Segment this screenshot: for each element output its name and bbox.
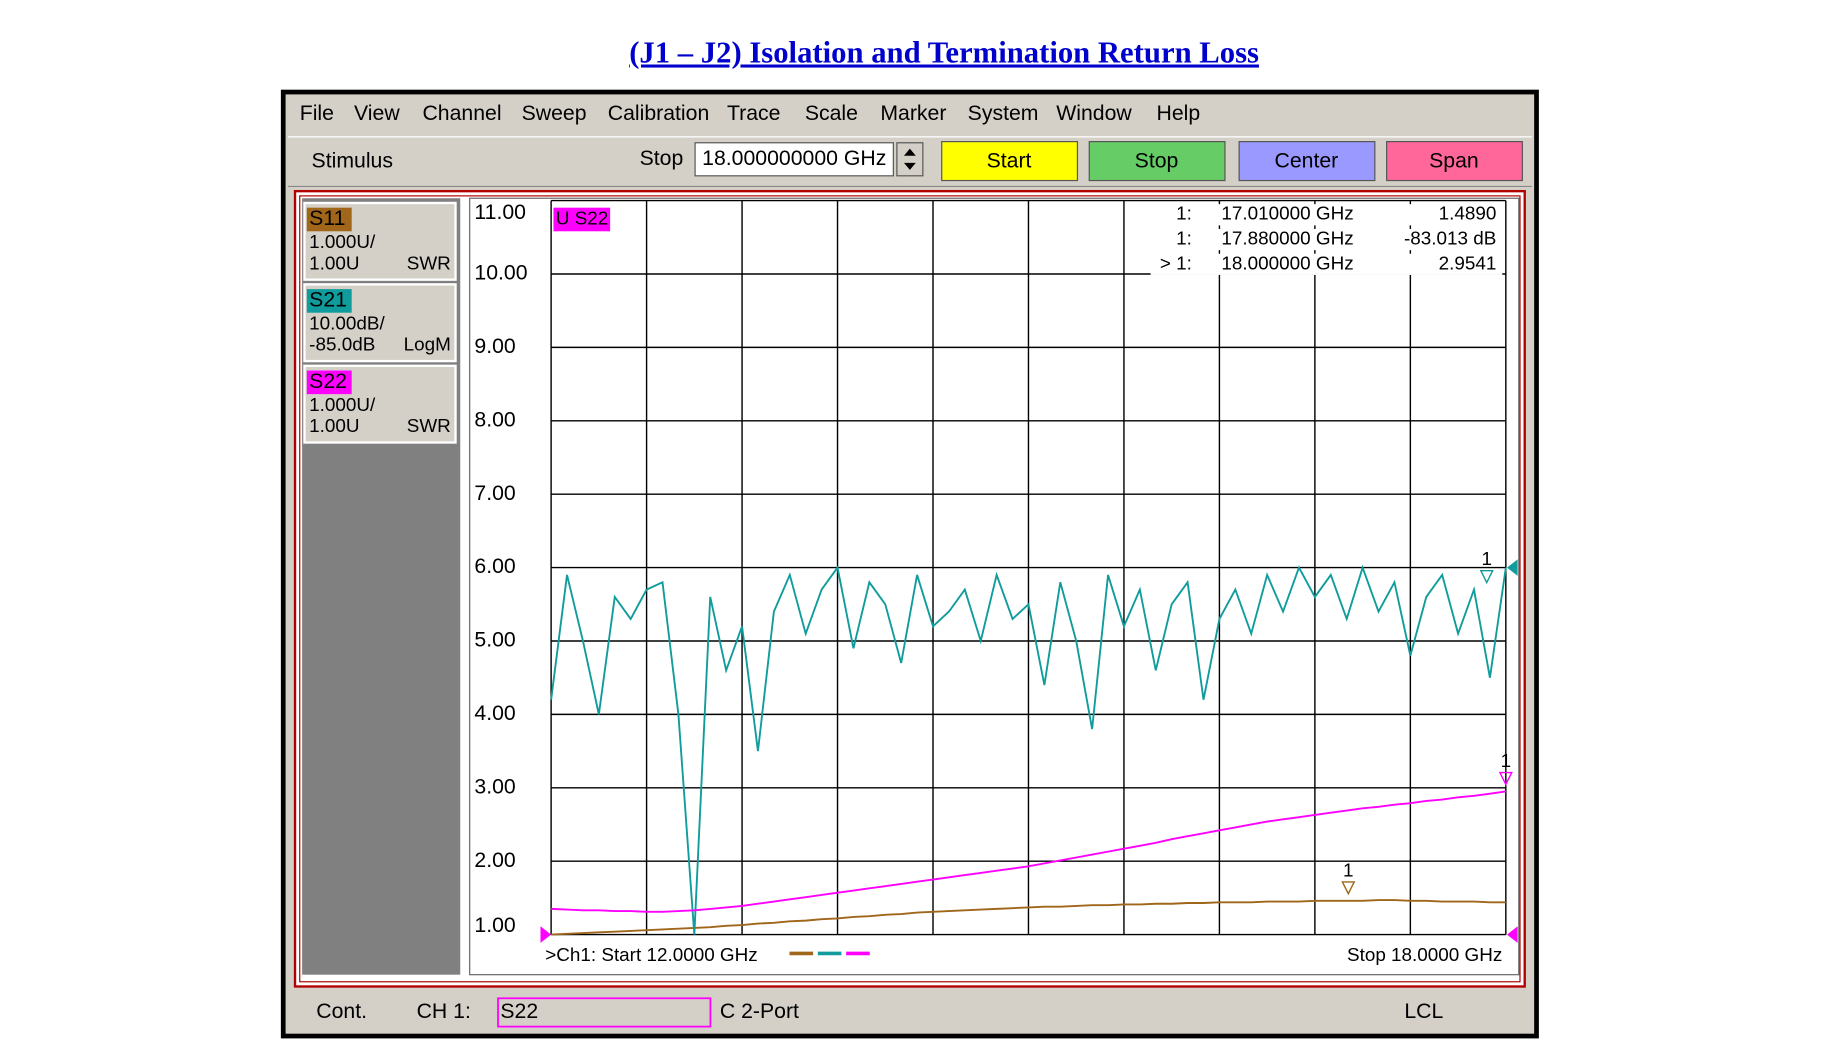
marker-glyph bbox=[1341, 881, 1356, 896]
marker-tag: 1 bbox=[1343, 860, 1354, 881]
status-remote: LCL bbox=[1404, 999, 1443, 1023]
menu-item[interactable]: Help bbox=[1157, 101, 1201, 125]
marker-num: 1: bbox=[1176, 204, 1192, 225]
marker-freq: 17.880000 GHz bbox=[1221, 229, 1353, 250]
spinner-arrows bbox=[903, 148, 916, 170]
trace-name: S21 bbox=[309, 288, 347, 312]
button-label[interactable]: Start bbox=[987, 148, 1032, 172]
ref-arrow bbox=[540, 926, 552, 943]
active-trace-box bbox=[553, 207, 611, 232]
trace-line bbox=[550, 564, 1507, 935]
status-mode: Cont. bbox=[316, 999, 367, 1023]
ref-arrow bbox=[1507, 559, 1518, 576]
y-tick-label: 2.00 bbox=[474, 848, 515, 872]
button[interactable] bbox=[1088, 141, 1226, 182]
marker-tag: 1 bbox=[1481, 549, 1492, 570]
y-tick-label: 7.00 bbox=[474, 481, 515, 505]
y-tick-label: 4.00 bbox=[474, 701, 515, 725]
active-trace: U S22 bbox=[556, 208, 608, 229]
menu-item[interactable]: Calibration bbox=[608, 101, 710, 125]
y-tick-label: 10.00 bbox=[474, 261, 527, 285]
y-tick-label: 9.00 bbox=[474, 334, 515, 358]
trace-scale: 10.00dB/ bbox=[309, 313, 385, 334]
status-trace: S22 bbox=[500, 999, 538, 1023]
trace-box[interactable] bbox=[303, 283, 457, 363]
y-tick-label: 5.00 bbox=[474, 628, 515, 652]
button-label[interactable]: Span bbox=[1429, 148, 1479, 172]
menu-item[interactable]: System bbox=[968, 101, 1039, 125]
status-channel: CH 1: bbox=[417, 999, 471, 1023]
menu-item[interactable]: Scale bbox=[805, 101, 858, 125]
button[interactable] bbox=[1386, 141, 1523, 182]
field-label: Stop bbox=[640, 146, 684, 170]
marker-value: 2.9541 bbox=[1439, 253, 1497, 274]
trace-name: S22 bbox=[309, 369, 347, 393]
button[interactable] bbox=[941, 141, 1079, 182]
trace-line bbox=[551, 790, 1506, 913]
marker-value: 1.4890 bbox=[1439, 204, 1497, 225]
trace-ref: 1.00U bbox=[309, 253, 359, 274]
display-frame-inner bbox=[299, 195, 1521, 983]
trace-ref: 1.00U bbox=[309, 416, 359, 437]
y-tick-label: 11.00 bbox=[474, 200, 526, 224]
spinner[interactable] bbox=[896, 142, 924, 177]
ref-arrow bbox=[1507, 926, 1518, 943]
button-label[interactable]: Center bbox=[1275, 148, 1339, 172]
marker-freq: 17.010000 GHz bbox=[1221, 204, 1353, 225]
toolbar-label: Stimulus bbox=[312, 148, 393, 172]
button-label[interactable]: Stop bbox=[1135, 148, 1179, 172]
trace-scale: 1.000U/ bbox=[309, 232, 376, 253]
marker-num: 1: bbox=[1176, 229, 1192, 250]
trace-format: SWR bbox=[407, 416, 451, 437]
trace-line bbox=[551, 899, 1506, 936]
marker-bg bbox=[1150, 253, 1503, 275]
status-bar bbox=[287, 991, 1532, 1032]
menu-item[interactable]: Window bbox=[1056, 101, 1132, 125]
trace-swatch bbox=[306, 370, 352, 395]
marker-value: -83.013 dB bbox=[1404, 229, 1496, 250]
trace-swatch bbox=[306, 289, 352, 313]
menu-item[interactable]: Trace bbox=[727, 101, 781, 125]
trace-ref: -85.0dB bbox=[309, 335, 375, 356]
stop-field[interactable] bbox=[694, 142, 894, 177]
y-tick-label: 1.00 bbox=[474, 913, 515, 937]
y-tick-label: 3.00 bbox=[474, 774, 515, 798]
marker-num: > 1: bbox=[1160, 253, 1192, 274]
menu-item[interactable]: View bbox=[354, 101, 400, 125]
marker-bg bbox=[1150, 204, 1503, 226]
marker-tag: 1 bbox=[1501, 751, 1512, 772]
marker-freq: 18.000000 GHz bbox=[1221, 253, 1353, 274]
y-tick-label: 8.00 bbox=[474, 407, 515, 431]
trace-scale: 1.000U/ bbox=[309, 395, 376, 416]
trace-format: SWR bbox=[407, 253, 451, 274]
start-label: >Ch1: Start 12.0000 GHz bbox=[545, 945, 757, 966]
page-title: (J1 – J2) Isolation and Termination Retu… bbox=[629, 36, 1259, 70]
marker-glyph bbox=[1498, 771, 1513, 786]
trace-swatch bbox=[306, 207, 352, 232]
trace-format: LogM bbox=[404, 335, 451, 356]
marker-glyph bbox=[1479, 570, 1494, 585]
marker-bg bbox=[1150, 228, 1503, 251]
trace-name: S11 bbox=[309, 206, 345, 230]
button[interactable] bbox=[1238, 141, 1376, 182]
menu-item[interactable]: Channel bbox=[422, 101, 501, 125]
field-value[interactable]: 18.000000000 GHz bbox=[702, 146, 886, 170]
status-cal: C 2-Port bbox=[720, 999, 799, 1023]
menu-item[interactable]: File bbox=[300, 101, 334, 125]
y-tick-label: 6.00 bbox=[474, 554, 515, 578]
menu-item[interactable]: Sweep bbox=[522, 101, 587, 125]
status-trace-box bbox=[497, 997, 712, 1028]
stop-label: Stop 18.0000 GHz bbox=[1347, 945, 1502, 966]
menu-item[interactable]: Marker bbox=[880, 101, 946, 125]
